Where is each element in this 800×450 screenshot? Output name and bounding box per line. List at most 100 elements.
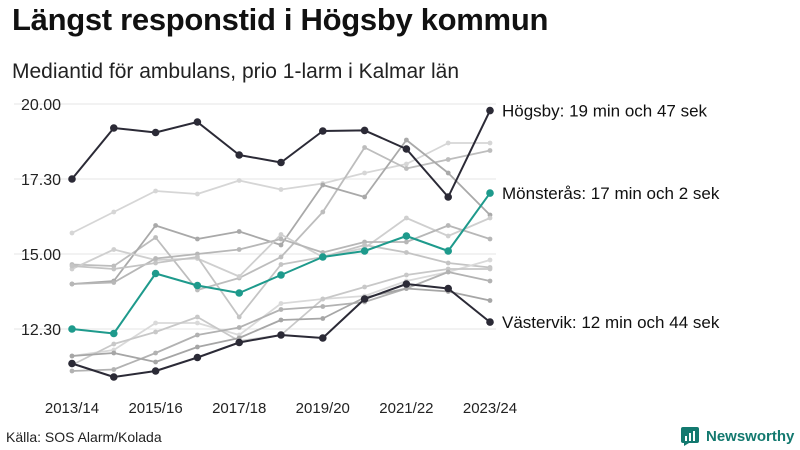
data-point — [110, 373, 118, 381]
background-data-point — [487, 266, 493, 272]
y-tick-label: 12.30 — [21, 322, 61, 339]
data-point — [235, 151, 243, 159]
series-end-labels: Högsby: 19 min och 47 sek Mönsterås: 17 m… — [502, 102, 720, 333]
background-data-point — [487, 278, 493, 284]
background-data-point — [278, 236, 284, 242]
data-point — [444, 284, 453, 293]
x-axis-ticks: 2013/14 2015/16 2017/18 2019/20 2021/22 2023/… — [45, 400, 517, 417]
background-data-point — [69, 368, 75, 374]
background-data-point — [487, 298, 493, 303]
background-data-point — [153, 350, 159, 356]
background-data-point — [195, 254, 200, 260]
data-point — [277, 331, 285, 339]
background-data-point — [404, 239, 409, 245]
background-data-point — [195, 236, 200, 242]
data-point — [110, 124, 118, 132]
background-data-point — [278, 317, 284, 323]
data-point — [319, 127, 327, 135]
background-data-point — [236, 229, 242, 234]
data-point — [444, 247, 453, 255]
background-data-point — [69, 281, 75, 287]
x-tick-label: 2023/24 — [463, 400, 517, 417]
series-end-label: Västervik: 12 min och 44 sek — [502, 313, 720, 332]
background-data-point — [404, 250, 409, 255]
y-tick-label: 17.30 — [21, 172, 61, 189]
background-data-point — [320, 296, 326, 302]
data-point — [68, 359, 76, 368]
data-point — [151, 367, 160, 375]
background-data-point — [195, 344, 200, 350]
background-data-point — [404, 137, 409, 143]
background-data-point — [487, 215, 493, 221]
chart-title: Längst responstid i Högsby kommun — [12, 2, 549, 37]
background-data-point — [153, 329, 159, 335]
data-point — [193, 353, 202, 362]
background-data-point — [278, 232, 284, 237]
background-data-point — [153, 235, 159, 240]
background-data-point — [111, 266, 117, 272]
data-point — [277, 271, 285, 279]
series-end-label: Högsby: 19 min och 47 sek — [502, 102, 708, 121]
background-data-point — [320, 316, 326, 321]
background-data-point — [236, 178, 242, 183]
background-data-point — [153, 256, 159, 261]
background-data-point — [69, 353, 75, 359]
background-data-point — [278, 301, 284, 306]
background-data-point — [362, 284, 367, 290]
background-data-point — [195, 332, 200, 338]
background-data-point — [111, 247, 117, 252]
background-data-point — [278, 242, 284, 248]
series-end-label: Mönsterås: 17 min och 2 sek — [502, 184, 720, 203]
background-data-point — [153, 359, 159, 365]
background-data-point — [487, 236, 493, 242]
background-data-point — [487, 148, 493, 153]
x-tick-label: 2017/18 — [212, 400, 266, 417]
data-point — [486, 318, 494, 326]
background-data-point — [278, 187, 284, 192]
chart-subtitle: Mediantid för ambulans, prio 1-larm i Ka… — [12, 60, 460, 83]
background-data-point — [404, 166, 409, 171]
x-tick-label: 2019/20 — [296, 400, 350, 417]
background-data-point — [153, 223, 159, 228]
background-data-point — [153, 260, 159, 266]
x-tick-label: 2013/14 — [45, 400, 99, 417]
background-data-point — [278, 307, 284, 312]
series-line-v-stervik — [71, 283, 491, 378]
data-point — [277, 158, 285, 167]
background-data-point — [236, 274, 242, 279]
data-point — [486, 189, 494, 197]
background-data-point — [195, 314, 200, 320]
background-data-point — [236, 325, 242, 330]
y-tick-label: 20.00 — [21, 97, 61, 114]
background-data-point — [278, 254, 284, 260]
data-point — [151, 128, 160, 137]
brand-name: Newsworthy — [706, 427, 795, 445]
x-tick-label: 2015/16 — [128, 400, 182, 417]
background-data-point — [445, 140, 451, 146]
background-series-line — [71, 146, 491, 291]
background-series-line — [71, 287, 491, 363]
data-point — [68, 325, 76, 333]
data-point — [402, 280, 411, 288]
background-data-point — [320, 209, 326, 215]
data-point — [319, 253, 327, 261]
background-data-point — [111, 367, 117, 372]
background-data-point — [487, 257, 493, 263]
background-data-point — [153, 188, 159, 194]
data-point — [402, 232, 411, 240]
background-data-point — [362, 242, 367, 248]
brand-logo[interactable]: Newsworthy — [680, 426, 794, 446]
data-point — [402, 145, 411, 153]
background-data-point — [445, 233, 451, 239]
background-data-point — [362, 145, 367, 150]
background-data-point — [404, 215, 409, 221]
gridlines — [14, 103, 496, 330]
background-data-point — [362, 194, 367, 200]
data-point — [151, 269, 160, 278]
background-data-point — [320, 182, 326, 188]
data-point — [193, 118, 202, 126]
data-point — [486, 106, 494, 115]
background-data-point — [111, 350, 117, 356]
background-data-point — [445, 223, 451, 228]
data-point — [110, 329, 118, 338]
